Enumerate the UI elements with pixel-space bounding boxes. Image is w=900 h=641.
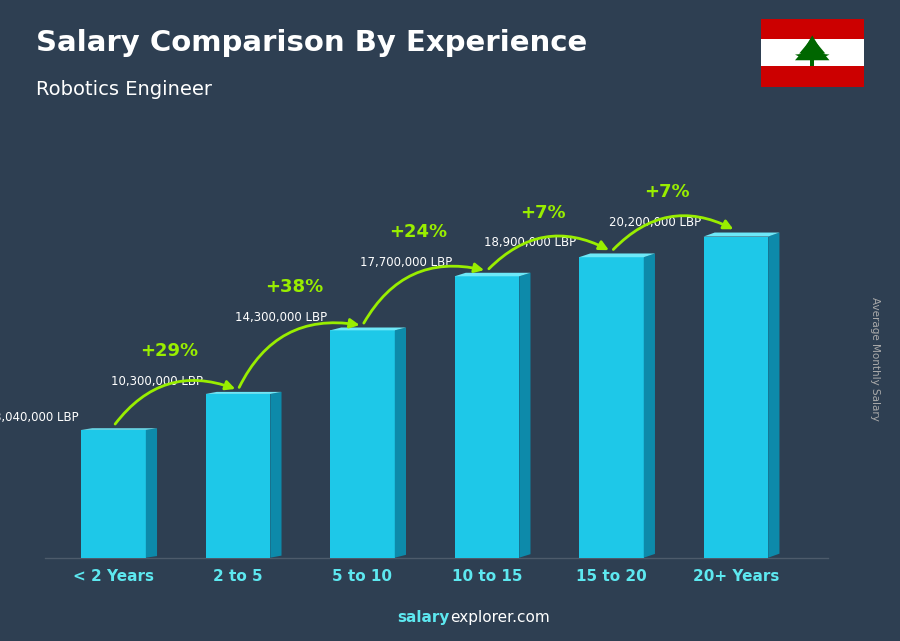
Polygon shape (519, 273, 530, 558)
Polygon shape (795, 40, 830, 60)
Polygon shape (205, 394, 270, 558)
Polygon shape (644, 253, 655, 558)
Bar (760, 66, 864, 87)
Polygon shape (146, 428, 157, 558)
Text: Robotics Engineer: Robotics Engineer (36, 80, 212, 99)
Text: 18,900,000 LBP: 18,900,000 LBP (484, 237, 577, 249)
Polygon shape (81, 430, 146, 558)
Polygon shape (454, 273, 530, 276)
Polygon shape (806, 35, 819, 47)
Polygon shape (769, 233, 779, 558)
Text: 10,300,000 LBP: 10,300,000 LBP (111, 375, 203, 388)
Polygon shape (704, 237, 769, 558)
Polygon shape (270, 392, 282, 558)
Polygon shape (812, 53, 830, 58)
Polygon shape (795, 53, 812, 58)
Polygon shape (454, 276, 519, 558)
Polygon shape (799, 38, 825, 54)
Bar (810, 60, 814, 66)
Polygon shape (579, 257, 644, 558)
Text: 14,300,000 LBP: 14,300,000 LBP (236, 310, 328, 324)
Text: 20,200,000 LBP: 20,200,000 LBP (609, 215, 701, 229)
Text: 17,700,000 LBP: 17,700,000 LBP (360, 256, 452, 269)
Text: 8,040,000 LBP: 8,040,000 LBP (0, 412, 78, 424)
Text: Average Monthly Salary: Average Monthly Salary (869, 297, 880, 421)
Bar (760, 19, 864, 40)
Polygon shape (81, 428, 157, 430)
Text: +7%: +7% (644, 183, 690, 201)
Text: explorer.com: explorer.com (450, 610, 550, 625)
Text: +24%: +24% (390, 223, 447, 241)
Polygon shape (205, 392, 282, 394)
Text: Salary Comparison By Experience: Salary Comparison By Experience (36, 29, 587, 57)
Text: +7%: +7% (520, 204, 566, 222)
Polygon shape (395, 328, 406, 558)
Text: +29%: +29% (140, 342, 199, 360)
Text: +38%: +38% (265, 278, 323, 296)
Polygon shape (704, 233, 779, 237)
Polygon shape (330, 330, 395, 558)
Text: salary: salary (398, 610, 450, 625)
Polygon shape (330, 328, 406, 330)
Bar (760, 39, 864, 66)
Polygon shape (579, 253, 655, 257)
